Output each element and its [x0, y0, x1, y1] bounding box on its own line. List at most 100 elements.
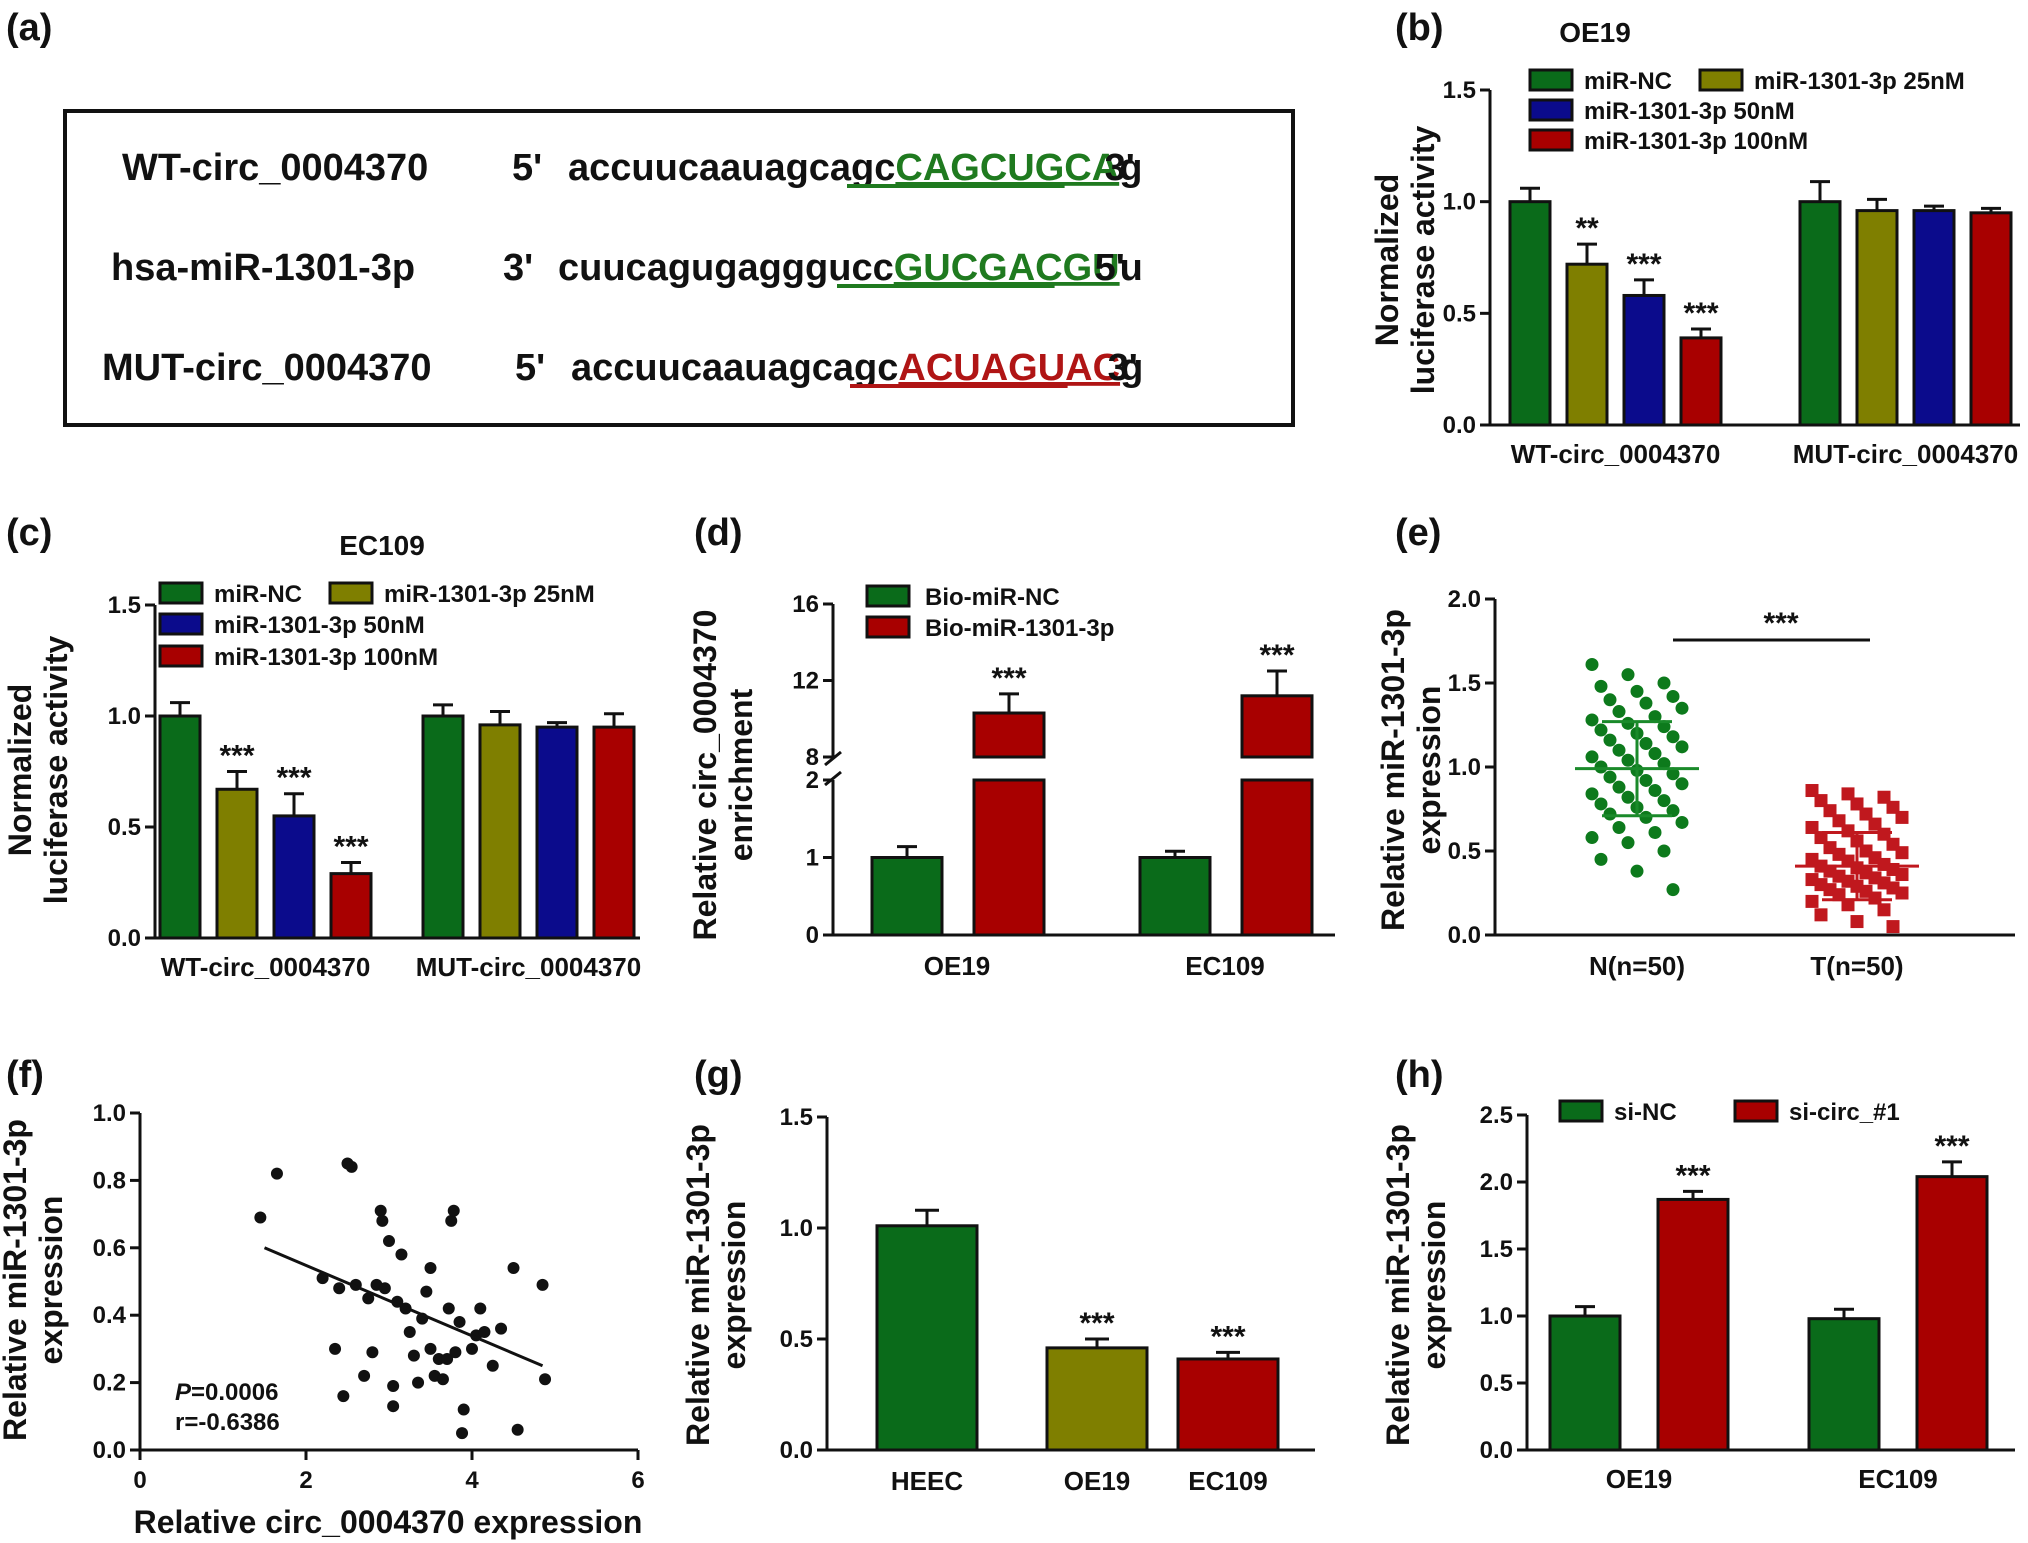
- y-tick-label: 1.5: [1443, 77, 1476, 104]
- panel-label-g: (g): [694, 1054, 743, 1096]
- bar: [421, 714, 465, 940]
- legend-label: miR-1301-3p 50nM: [214, 612, 425, 639]
- data-point: [374, 1204, 387, 1217]
- data-point: [424, 1342, 437, 1355]
- significance-mark: ***: [1683, 297, 1718, 330]
- r-value-label: r=-0.6386: [175, 1409, 280, 1436]
- y-tick-label: 8: [806, 744, 819, 771]
- data-point-normal: [1648, 710, 1662, 724]
- data-point-tumor: [1814, 908, 1828, 922]
- x-axis-label: Relative circ_0004370 expression: [134, 1504, 643, 1540]
- data-point-normal: [1648, 784, 1662, 798]
- data-point-tumor: [1877, 827, 1891, 841]
- y-tick-label: 1.0: [1448, 754, 1481, 781]
- sequence-prime-end: 3': [1105, 147, 1135, 189]
- x-category-label: T(n=50): [1810, 951, 1903, 981]
- bar: [1915, 1175, 1989, 1452]
- y-axis-label-line: Relative miR-1301-3p: [1375, 609, 1411, 931]
- chart-panel-b: 0.00.51.01.5********WT-circ_0004370 MUT-c…: [1369, 17, 2020, 469]
- significance-mark: ***: [1675, 1159, 1710, 1192]
- y-tick-label: 1.5: [1448, 670, 1481, 697]
- y-axis-label-line: Normalized: [1369, 174, 1405, 346]
- y-axis-label: Relative miR-1301-3pexpression: [1375, 609, 1447, 931]
- x-tick-label: 4: [465, 1467, 479, 1494]
- sequence-prime-start: 5': [515, 347, 545, 389]
- data-point-normal: [1603, 693, 1617, 707]
- data-point: [345, 1160, 358, 1173]
- y-axis-label-line: Relative miR-1301-3p: [1380, 1124, 1416, 1446]
- data-point: [441, 1353, 454, 1366]
- data-point: [366, 1346, 379, 1359]
- data-point: [447, 1204, 460, 1217]
- data-point-normal: [1657, 676, 1671, 690]
- y-tick-label: 1.0: [780, 1215, 813, 1242]
- data-point-normal: [1585, 658, 1599, 672]
- significance-mark: ***: [1626, 248, 1661, 281]
- sequence-plain: cuucagugagggucc: [558, 247, 894, 289]
- data-point: [254, 1211, 267, 1224]
- data-point-normal: [1594, 723, 1608, 737]
- y-tick-label: 0.6: [93, 1235, 126, 1262]
- chart-panel-e: 0.0 0.5 1.0 1.5 2.0 N(n=50) T(n=50) *** Relative…: [1375, 586, 2015, 981]
- bar: [478, 723, 522, 940]
- sequence-prime-end: 3': [1108, 347, 1138, 389]
- data-point-tumor: [1886, 920, 1900, 934]
- chart-panel-h: 0.0 0.5 1.0 1.5 2.0 2.5 *** OE19 *** EC109 Relativ…: [1380, 1099, 2015, 1494]
- y-axis-label-line: Relative circ_0004370: [687, 610, 723, 941]
- sequence-tail: u: [1120, 247, 1143, 289]
- bar: [1565, 262, 1609, 427]
- data-point-tumor: [1877, 790, 1891, 804]
- data-point-normal: [1585, 787, 1599, 801]
- data-point: [424, 1262, 437, 1275]
- data-point-normal: [1585, 713, 1599, 727]
- bar: [1176, 1357, 1280, 1452]
- bar: [272, 814, 316, 940]
- x-category-label: N(n=50): [1589, 951, 1685, 981]
- significance-mark: ***: [1259, 639, 1294, 672]
- legend-swatch: [158, 612, 204, 636]
- data-point-tumor: [1877, 903, 1891, 917]
- bar: [1798, 200, 1842, 427]
- y-axis-label-line: enrichment: [723, 688, 759, 861]
- x-tick-label: 6: [631, 1467, 644, 1494]
- x-category-label: EC109: [1188, 1466, 1268, 1496]
- y-tick-label: 0.0: [780, 1437, 813, 1464]
- data-point-tumor: [1841, 898, 1855, 912]
- y-tick-label: 0.4: [93, 1302, 127, 1329]
- y-tick-label: 1.0: [108, 703, 141, 730]
- legend-swatch: [1558, 1099, 1604, 1123]
- p-value-label: P=0.0006: [175, 1379, 278, 1406]
- y-tick-label: 0.0: [93, 1437, 126, 1464]
- y-axis-label: Normalizedluciferase activity: [1369, 126, 1441, 395]
- panel-label-d: (d): [694, 512, 743, 554]
- legend-swatch: [865, 615, 911, 639]
- panel-label-c: (c): [6, 512, 52, 554]
- data-point: [329, 1342, 342, 1355]
- legend-label: miR-1301-3p 25nM: [384, 581, 595, 608]
- sequence-name: WT-circ_0004370: [122, 147, 428, 189]
- bar: [1508, 200, 1552, 427]
- y-axis-label: Relative miR-1301-3pexpression: [0, 1119, 69, 1441]
- sequence-text: cuucagugaggguccGUCGACGUu: [558, 247, 1143, 289]
- bar: [875, 1224, 979, 1452]
- data-point-normal: [1657, 757, 1671, 771]
- data-point: [495, 1322, 508, 1335]
- significance-mark: ***: [1763, 607, 1798, 640]
- data-point: [445, 1214, 458, 1227]
- legend-swatch: [1528, 128, 1574, 152]
- data-point: [442, 1302, 455, 1315]
- bar: [870, 856, 944, 937]
- panel-label-h: (h): [1395, 1054, 1444, 1096]
- legend-label: si-NC: [1614, 1099, 1677, 1126]
- x-category-label: WT-circ_0004370: [161, 952, 371, 982]
- bar: [592, 725, 636, 940]
- data-point-normal: [1630, 864, 1644, 878]
- sequence-text: accuucaauagcagcCAGCUGCAg: [568, 147, 1142, 189]
- sequence-name: hsa-miR-1301-3p: [111, 247, 415, 289]
- y-tick-label: 1: [806, 845, 819, 872]
- data-point-normal: [1666, 804, 1680, 818]
- data-point-tumor: [1868, 891, 1882, 905]
- data-point-normal: [1594, 679, 1608, 693]
- data-point-normal: [1585, 750, 1599, 764]
- data-point-normal: [1657, 844, 1671, 858]
